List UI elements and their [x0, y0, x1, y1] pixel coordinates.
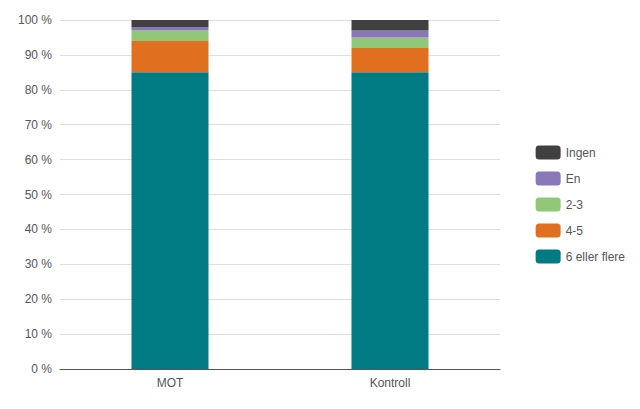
svg-text:50 %: 50 %: [25, 188, 53, 202]
svg-text:MOT: MOT: [157, 376, 184, 390]
svg-text:70 %: 70 %: [25, 118, 53, 132]
svg-text:0 %: 0 %: [31, 362, 52, 376]
svg-text:10 %: 10 %: [25, 327, 53, 341]
svg-text:2-3: 2-3: [566, 198, 584, 212]
svg-text:6 eller flere: 6 eller flere: [566, 250, 626, 264]
svg-text:30 %: 30 %: [25, 257, 53, 271]
svg-text:90 %: 90 %: [25, 48, 53, 62]
svg-text:100 %: 100 %: [18, 13, 52, 27]
svg-text:40 %: 40 %: [25, 222, 53, 236]
svg-text:20 %: 20 %: [25, 292, 53, 306]
svg-text:80 %: 80 %: [25, 83, 53, 97]
svg-text:60 %: 60 %: [25, 153, 53, 167]
svg-text:Ingen: Ingen: [566, 146, 596, 160]
svg-text:4-5: 4-5: [566, 224, 584, 238]
svg-text:En: En: [566, 172, 581, 186]
svg-text:Kontroll: Kontroll: [370, 376, 411, 390]
